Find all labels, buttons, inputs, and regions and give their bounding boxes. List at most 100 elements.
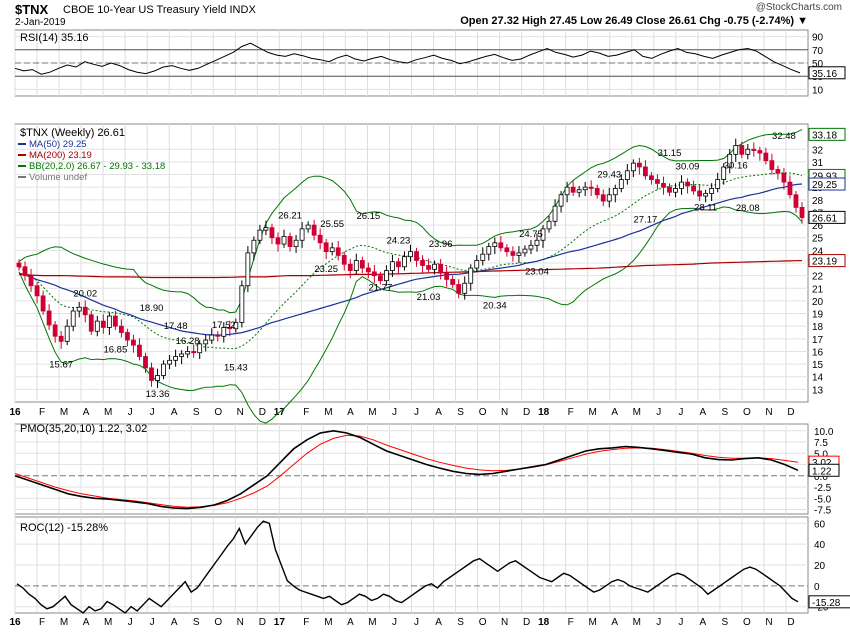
roc-xlabel: J (678, 617, 683, 628)
candle-body (40, 295, 46, 312)
price-annotation: 31.15 (658, 148, 682, 159)
instrument-name: CBOE 10-Year US Treasury Yield INDX (63, 4, 256, 16)
roc-tick-label: 60 (814, 519, 826, 530)
candle-body (624, 170, 630, 181)
roc-xlabel: O (479, 617, 487, 628)
price-tick-label: 32 (812, 145, 824, 156)
roc-xlabel: O (214, 617, 222, 628)
candle-body (191, 351, 197, 354)
candle-body (655, 179, 660, 184)
price-annotation: 15.67 (49, 360, 73, 371)
price-annotation: 29.43 (597, 170, 621, 181)
candle-body (233, 321, 239, 330)
roc-line (16, 520, 799, 614)
candle-body (606, 194, 612, 202)
price-xlabel: 18 (538, 407, 550, 418)
price-annotation: 30.16 (724, 161, 748, 172)
candle-body (492, 242, 498, 247)
candle-body (540, 228, 546, 241)
candle-body (588, 186, 594, 189)
candle-body (329, 247, 335, 253)
price-xlabel: M (60, 407, 68, 418)
price-annotation: 28.11 (694, 202, 717, 213)
price-annotation: 25.55 (320, 219, 344, 230)
price-xlabel: J (150, 407, 155, 418)
candle-body (371, 271, 377, 277)
candle-body (630, 162, 636, 172)
price-annotation: 16.85 (103, 345, 127, 356)
price-tick-label: 19 (812, 310, 824, 321)
candle-body (739, 145, 745, 155)
candle-body (498, 242, 504, 249)
candle-body (131, 339, 136, 346)
price-xlabel: J (656, 407, 661, 418)
candle-body (661, 182, 666, 188)
candle-body (58, 335, 64, 342)
price-annotation: 18.90 (140, 303, 164, 314)
price-xlabel: M (368, 407, 376, 418)
price-tag-26.61-box (808, 210, 846, 224)
pmo-tick-label: -2.5 (814, 483, 832, 494)
roc-xlabel: A (700, 617, 707, 628)
price-title: $TNX (Weekly) 26.61 (20, 127, 125, 139)
price-tick-label: 31 (812, 158, 824, 169)
price-xlabel: A (700, 407, 707, 418)
pmo-tick-label: -5.0 (814, 494, 832, 505)
pmo-tick-label: 5.0 (814, 449, 828, 460)
candle-body (643, 166, 648, 177)
rsi-tick-label: 50 (812, 59, 824, 70)
candle-body (787, 181, 793, 196)
candle-body (305, 224, 311, 230)
price-xlabel: D (523, 407, 530, 418)
roc-xlabel: M (104, 617, 112, 628)
candle-body (402, 256, 407, 268)
candle-body (173, 356, 179, 361)
price-annotation: 21.77 (368, 283, 392, 294)
roc-xlabel: M (60, 617, 68, 628)
roc-xlabel: 18 (538, 617, 550, 628)
candle-body (149, 367, 154, 381)
candle-body (667, 186, 672, 193)
roc-title: ROC(12) -15.28% (20, 522, 108, 534)
candle-body (504, 247, 510, 253)
symbol-label: $TNX (15, 2, 49, 17)
candle-body (28, 275, 34, 287)
candle-body (576, 189, 582, 193)
rsi-last-tag: 35.16 (812, 69, 837, 80)
candle-body (685, 181, 690, 187)
price-tick-label: 24 (812, 246, 824, 257)
roc-xlabel: M (633, 617, 641, 628)
price-tick-label: 25 (812, 234, 824, 245)
candle-body (100, 320, 106, 328)
roc-xlabel: J (414, 617, 419, 628)
price-annotation: 16.28 (176, 336, 200, 347)
candle-body (359, 260, 365, 269)
candle-body (353, 260, 359, 271)
candle-body (474, 260, 480, 269)
candle-body (516, 252, 522, 256)
price-xlabel: S (457, 407, 464, 418)
price-tag-23.19-box (808, 254, 846, 268)
candle-body (76, 306, 82, 312)
price-tick-label: 17 (812, 335, 824, 346)
price-xlabel: O (479, 407, 487, 418)
price-xlabel: N (237, 407, 244, 418)
candle-body (221, 327, 227, 337)
candle-body (46, 310, 52, 326)
price-tick-label: 28 (812, 196, 824, 207)
quote-summary: Open 27.32 High 27.45 Low 26.49 Close 26… (460, 15, 808, 27)
price-xlabel: A (611, 407, 618, 418)
roc-xlabel: D (523, 617, 530, 628)
candle-body (52, 324, 58, 337)
price-tag-29.93: 29.93 (812, 171, 837, 182)
candle-body (444, 272, 450, 280)
candle-body (323, 242, 329, 253)
candle-body (155, 375, 160, 381)
candle-body (106, 315, 112, 328)
candle-body (552, 205, 558, 222)
candle-body (600, 194, 606, 202)
price-annotation: 27.17 (634, 214, 658, 225)
candle-body (287, 236, 293, 247)
candle-body (341, 255, 347, 265)
roc-tick-label: 0 (814, 582, 820, 593)
